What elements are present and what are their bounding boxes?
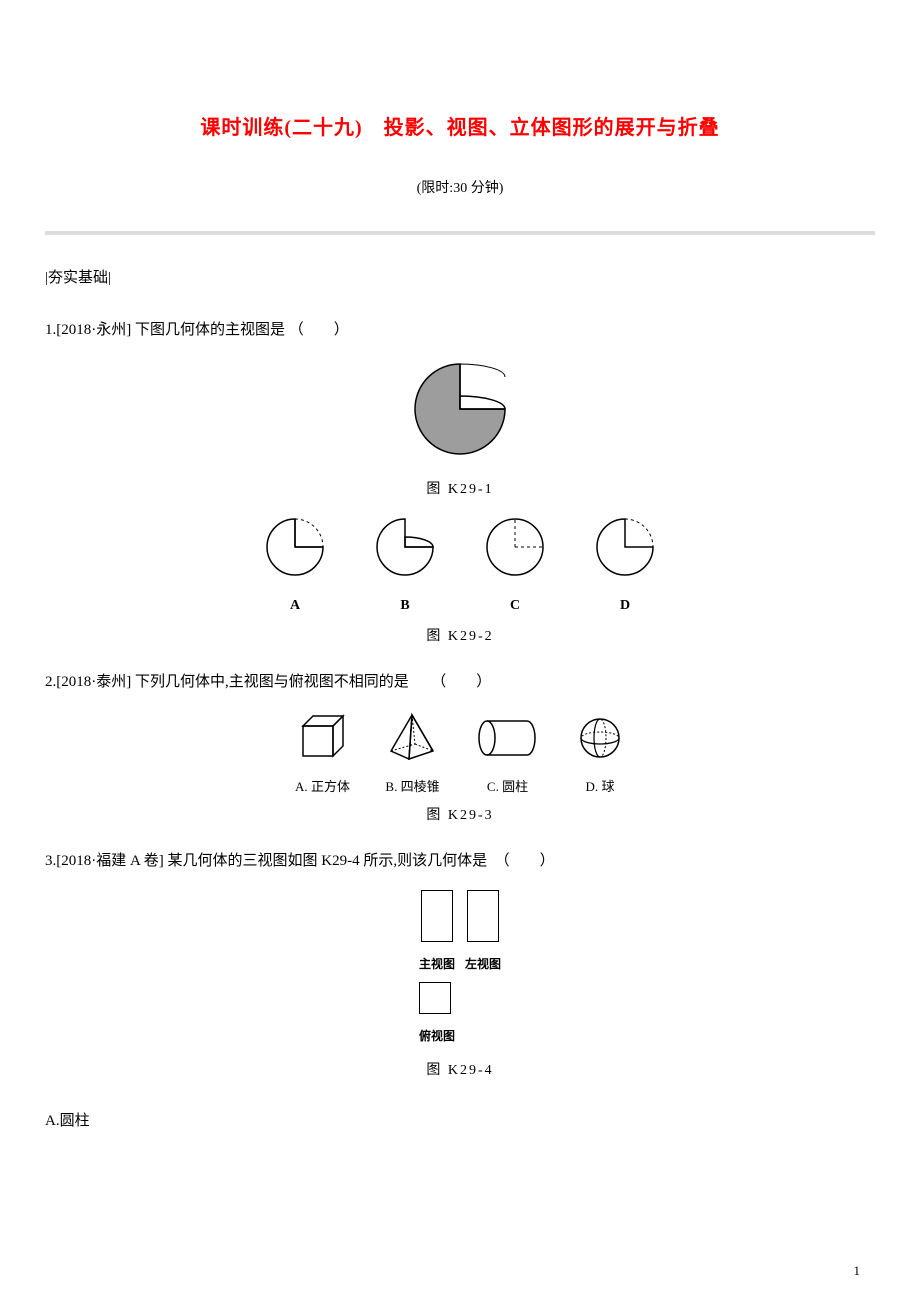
front-view-box (421, 890, 453, 942)
q1-text: 1.[2018·永州] 下图几何体的主视图是 （ ） (45, 317, 875, 344)
cube-icon (295, 711, 350, 761)
front-view-b-icon (370, 517, 440, 577)
cylinder-icon (475, 716, 540, 761)
q1-option-d-label: D (590, 593, 660, 618)
section-header: |夯实基础| (45, 265, 875, 292)
q2-pyramid: B. 四棱锥 (385, 711, 440, 798)
q3-answer-a: A.圆柱 (45, 1108, 875, 1135)
q2-text: 2.[2018·泰州] 下列几何体中,主视图与俯视图不相同的是 （ ） (45, 669, 875, 696)
q1-option-c: C (480, 517, 550, 618)
divider (45, 231, 875, 235)
q2-letter-b: B. (385, 779, 397, 794)
q2-letter-c: C. (487, 779, 499, 794)
q2-name-c: 圆柱 (502, 779, 528, 794)
left-view-label: 左视图 (465, 954, 501, 976)
q1-option-b: B (370, 517, 440, 618)
top-view-label: 俯视图 (419, 1026, 501, 1048)
front-view-d-icon (590, 517, 660, 577)
q2-letter-a: A. (295, 779, 308, 794)
q1-option-a-label: A (260, 593, 330, 618)
q2-fig-caption: 图 K29-3 (45, 803, 875, 828)
page-title: 课时训练(二十九) 投影、视图、立体图形的展开与折叠 (45, 110, 875, 146)
q1-option-d: D (590, 517, 660, 618)
q2-name-a: 正方体 (311, 779, 350, 794)
q1-fig2-caption: 图 K29-2 (45, 624, 875, 649)
sphere-icon (575, 716, 625, 761)
q3-views: 主视图 左视图 俯视图 (45, 890, 875, 1050)
q2-name-b: 四棱锥 (401, 779, 440, 794)
q3-fig-caption: 图 K29-4 (45, 1058, 875, 1083)
q1-fig1-caption: 图 K29-1 (45, 477, 875, 502)
q1-solid-figure (45, 359, 875, 469)
q2-cylinder: C. 圆柱 (475, 716, 540, 798)
q3-text: 3.[2018·福建 A 卷] 某几何体的三视图如图 K29-4 所示,则该几何… (45, 848, 875, 875)
q2-letter-d: D. (586, 779, 599, 794)
time-limit: (限时:30 分钟) (45, 176, 875, 201)
left-view-box (467, 890, 499, 942)
q2-cube: A. 正方体 (295, 711, 350, 798)
q1-option-c-label: C (480, 593, 550, 618)
q1-option-b-label: B (370, 593, 440, 618)
pyramid-icon (385, 711, 440, 761)
top-view-box (419, 982, 451, 1014)
front-view-a-icon (260, 517, 330, 577)
q2-sphere: D. 球 (575, 716, 625, 798)
q2-name-d: 球 (601, 779, 614, 794)
page-number: 1 (854, 1259, 861, 1282)
q2-options: A. 正方体 B. 四棱锥 C. 圆柱 D. 球 (45, 711, 875, 798)
front-view-label: 主视图 (419, 954, 455, 976)
pie-solid-icon (405, 359, 515, 459)
q1-option-a: A (260, 517, 330, 618)
q1-options: A B C D (45, 517, 875, 618)
front-view-c-icon (480, 517, 550, 577)
